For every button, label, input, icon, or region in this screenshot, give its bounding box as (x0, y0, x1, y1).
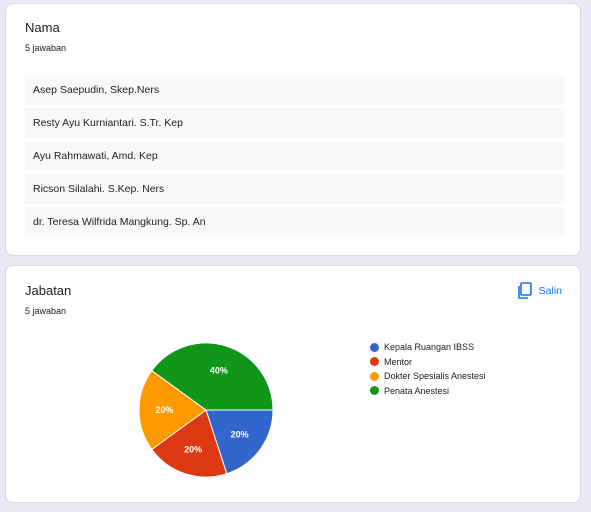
answer-item: Ricson Silalahi. S.Kep. Ners (25, 174, 564, 204)
pie-chart: 20% 20% 20% 40% (138, 342, 274, 478)
answer-list: Asep Saepudin, Skep.Ners Resty Ayu Kurni… (25, 75, 564, 240)
legend-item-mentor: Mentor (370, 355, 486, 370)
pie-label-dokter-spesialis: 20% (155, 405, 173, 415)
nama-card: Nama 5 jawaban Asep Saepudin, Skep.Ners … (5, 3, 581, 256)
copy-icon (517, 282, 532, 299)
question-title: Nama (25, 20, 60, 35)
answer-item: dr. Teresa Wilfrida Mangkung. Sp. An (25, 207, 564, 237)
legend-swatch (370, 357, 379, 367)
legend-label: Dokter Spesialis Anestesi (384, 371, 486, 382)
legend-item-kepala-ruangan: Kepala Ruangan IBSS (370, 340, 486, 355)
pie-slice-mentor (151, 409, 228, 478)
pie-label-kepala-ruangan: 20% (231, 429, 249, 439)
answer-item: Ayu Rahmawati, Amd. Kep (25, 141, 564, 171)
chart-legend: Kepala Ruangan IBSS Mentor Dokter Spesiali… (370, 340, 486, 398)
legend-label: Kepala Ruangan IBSS (384, 342, 475, 353)
response-count: 5 jawaban (25, 43, 67, 53)
legend-item-penata-anestesi: Penata Anestesi (370, 384, 486, 399)
pie-label-mentor: 20% (184, 445, 202, 455)
pie-slice-kepala-ruangan (205, 409, 274, 475)
question-title: Jabatan (25, 283, 72, 298)
response-count: 5 jawaban (25, 306, 67, 316)
legend-label: Mentor (384, 356, 413, 367)
legend-label: Penata Anestesi (384, 385, 450, 396)
answer-item: Resty Ayu Kurniantari. S.Tr. Kep (25, 108, 564, 138)
pie-slice-penata-anestesi (151, 342, 274, 411)
legend-item-dokter-spesialis: Dokter Spesialis Anestesi (370, 369, 486, 384)
pie-slice-dokter-spesialis (138, 369, 207, 451)
jabatan-card: Jabatan 5 jawaban Salin 20% 20% 20% 40% Kep… (5, 265, 581, 503)
copy-chart-button[interactable]: Salin (517, 280, 562, 302)
pie-label-penata-anestesi: 40% (210, 365, 228, 375)
answer-item: Asep Saepudin, Skep.Ners (25, 75, 564, 105)
copy-label: Salin (538, 285, 562, 297)
legend-swatch (370, 371, 379, 381)
legend-swatch (370, 342, 379, 352)
legend-swatch (370, 386, 379, 396)
